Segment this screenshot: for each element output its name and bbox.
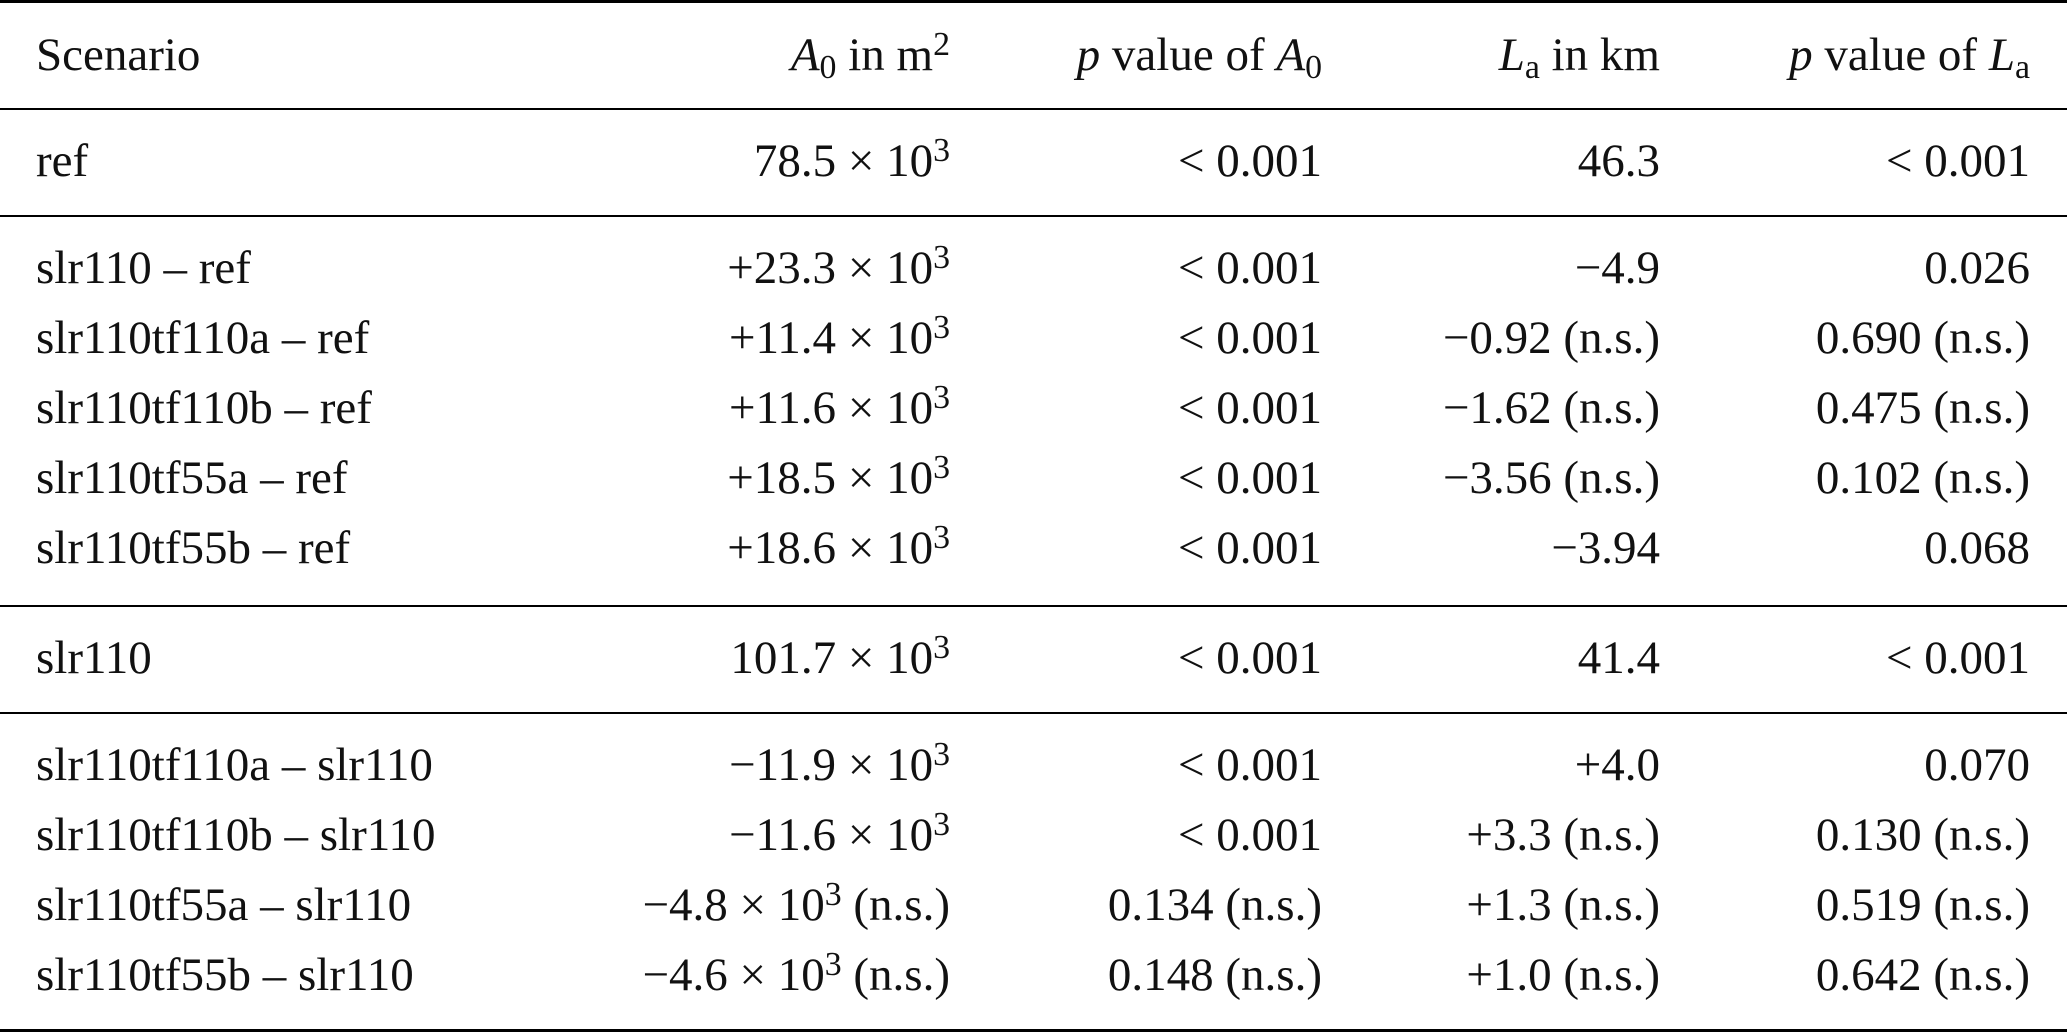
cell-scenario: slr110tf110b – slr110 xyxy=(36,809,436,861)
cell-a0: +11.4 × 103 xyxy=(729,308,950,364)
table-row: slr110tf55a – ref +18.5 × 103 < 0.001 −3… xyxy=(0,443,2067,513)
top-rule xyxy=(0,0,2067,3)
table-row: slr110tf110a – slr110 −11.9 × 103 < 0.00… xyxy=(0,730,2067,800)
table-row: ref 78.5 × 103 < 0.001 46.3 < 0.001 xyxy=(0,126,2067,196)
cell-a0: +23.3 × 103 xyxy=(727,238,950,294)
cell-p-a0: 0.148 (n.s.) xyxy=(1107,949,1322,1001)
table-row: slr110 – ref +23.3 × 103 < 0.001 −4.9 0.… xyxy=(0,233,2067,303)
cell-a0: −4.8 × 103 (n.s.) xyxy=(642,875,950,931)
cell-la: −3.94 xyxy=(1551,522,1660,574)
cell-scenario: slr110tf110a – slr110 xyxy=(36,739,433,791)
table-row: slr110tf55a – slr110 −4.8 × 103 (n.s.) 0… xyxy=(0,870,2067,940)
cell-p-la: 0.475 (n.s.) xyxy=(1815,382,2030,434)
cell-p-a0: < 0.001 xyxy=(1177,739,1322,791)
cell-a0: +11.6 × 103 xyxy=(729,378,950,434)
cell-p-la: 0.070 xyxy=(1924,739,2030,791)
table-row: slr110tf55b – ref +18.6 × 103 < 0.001 −3… xyxy=(0,513,2067,583)
cell-scenario: slr110tf110b – ref xyxy=(36,382,372,434)
cell-scenario: slr110tf55a – ref xyxy=(36,452,348,504)
cell-p-la: 0.102 (n.s.) xyxy=(1815,452,2030,504)
cell-scenario: slr110 – ref xyxy=(36,242,251,294)
cell-scenario: slr110 xyxy=(36,632,152,684)
cell-p-a0: < 0.001 xyxy=(1177,452,1322,504)
cell-p-la: 0.642 (n.s.) xyxy=(1815,949,2030,1001)
table-row: slr110tf55b – slr110 −4.6 × 103 (n.s.) 0… xyxy=(0,940,2067,1010)
cell-p-la: < 0.001 xyxy=(1885,135,2030,187)
header-p-la: p value of La xyxy=(1789,29,2030,87)
table-row: slr110tf110b – ref +11.6 × 103 < 0.001 −… xyxy=(0,373,2067,443)
cell-p-la: 0.519 (n.s.) xyxy=(1815,879,2030,931)
cell-p-a0: < 0.001 xyxy=(1177,312,1322,364)
cell-a0: 101.7 × 103 xyxy=(730,628,950,684)
cell-scenario: slr110tf55a – slr110 xyxy=(36,879,412,931)
group-rule-2 xyxy=(0,605,2067,607)
cell-la: +3.3 (n.s.) xyxy=(1466,809,1660,861)
cell-la: 41.4 xyxy=(1577,632,1660,684)
cell-p-a0: < 0.001 xyxy=(1177,135,1322,187)
header-row: Scenario A0 in m2 p value of A0 La in km… xyxy=(0,20,2067,90)
cell-p-la: 0.690 (n.s.) xyxy=(1815,312,2030,364)
table-row: slr110tf110a – ref +11.4 × 103 < 0.001 −… xyxy=(0,303,2067,373)
cell-la: −1.62 (n.s.) xyxy=(1442,382,1660,434)
cell-scenario: slr110tf110a – ref xyxy=(36,312,370,364)
cell-p-la: 0.068 xyxy=(1924,522,2030,574)
cell-p-la: 0.130 (n.s.) xyxy=(1815,809,2030,861)
cell-la: −4.9 xyxy=(1574,242,1660,294)
cell-la: +1.3 (n.s.) xyxy=(1466,879,1660,931)
cell-a0: −11.6 × 103 xyxy=(729,805,950,861)
cell-la: +4.0 xyxy=(1574,739,1660,791)
header-a0: A0 in m2 xyxy=(790,25,950,87)
cell-p-a0: < 0.001 xyxy=(1177,522,1322,574)
cell-a0: −4.6 × 103 (n.s.) xyxy=(642,945,950,1001)
header-la: La in km xyxy=(1498,29,1660,87)
cell-a0: 78.5 × 103 xyxy=(753,131,950,187)
bottom-rule xyxy=(0,1029,2067,1032)
header-rule xyxy=(0,108,2067,110)
group-rule-1 xyxy=(0,215,2067,217)
table-row: slr110tf110b – slr110 −11.6 × 103 < 0.00… xyxy=(0,800,2067,870)
group-rule-3 xyxy=(0,712,2067,714)
cell-p-a0: < 0.001 xyxy=(1177,632,1322,684)
cell-la: −0.92 (n.s.) xyxy=(1442,312,1660,364)
cell-scenario: slr110tf55b – ref xyxy=(36,522,351,574)
header-scenario: Scenario xyxy=(36,29,201,81)
header-p-a0: p value of A0 xyxy=(1076,29,1322,87)
cell-p-a0: < 0.001 xyxy=(1177,809,1322,861)
cell-la: 46.3 xyxy=(1577,135,1660,187)
cell-p-la: 0.026 xyxy=(1924,242,2030,294)
cell-p-la: < 0.001 xyxy=(1885,632,2030,684)
cell-p-a0: < 0.001 xyxy=(1177,242,1322,294)
cell-a0: +18.5 × 103 xyxy=(727,448,950,504)
cell-la: +1.0 (n.s.) xyxy=(1466,949,1660,1001)
cell-la: −3.56 (n.s.) xyxy=(1442,452,1660,504)
cell-a0: +18.6 × 103 xyxy=(727,518,950,574)
cell-p-a0: 0.134 (n.s.) xyxy=(1107,879,1322,931)
cell-p-a0: < 0.001 xyxy=(1177,382,1322,434)
table-row: slr110 101.7 × 103 < 0.001 41.4 < 0.001 xyxy=(0,623,2067,693)
cell-scenario: slr110tf55b – slr110 xyxy=(36,949,414,1001)
cell-scenario: ref xyxy=(36,135,89,187)
cell-a0: −11.9 × 103 xyxy=(729,735,950,791)
